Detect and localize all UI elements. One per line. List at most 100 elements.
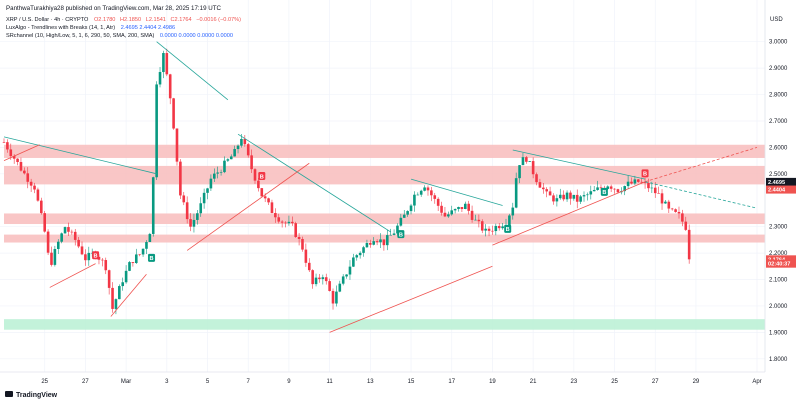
candle-body (487, 228, 491, 231)
candle-body (674, 209, 677, 212)
candle-body (260, 188, 264, 197)
candle-body (53, 248, 57, 265)
candle-body (491, 230, 494, 232)
ohlc-open: O2.1780 (94, 17, 115, 23)
candle-body (206, 188, 209, 193)
candle-body (616, 189, 620, 193)
candle-body (128, 262, 131, 271)
sr-zone (4, 213, 765, 225)
candle-body (23, 170, 26, 174)
price-tick-label: 2.1000 (769, 278, 788, 284)
trendline (3, 136, 157, 175)
candle-body (311, 270, 314, 285)
price-tick-label: 2.5000 (769, 172, 788, 178)
sr-zones (4, 144, 765, 330)
indicator-values: 2.4695 2.4404 2.4986 (121, 25, 175, 31)
candle-body (653, 187, 657, 194)
candle-body (43, 213, 47, 232)
candle-body (185, 202, 189, 220)
candle-body (406, 211, 409, 215)
candle-body (26, 173, 30, 182)
candle-body (365, 243, 369, 248)
candle-body (223, 160, 226, 173)
trendline (492, 181, 646, 246)
signal-label: B (150, 256, 154, 262)
signal-badge (504, 224, 512, 233)
candle-body (19, 162, 23, 171)
time-tick-label: 25 (611, 379, 618, 385)
candle-body (246, 144, 250, 156)
candle-body (494, 225, 498, 232)
candle-body (372, 241, 376, 245)
candle-body (379, 239, 382, 243)
candle-body (508, 215, 511, 226)
candle-body (168, 74, 172, 99)
signal-badge (397, 230, 405, 239)
tradingview-logo-icon (5, 391, 13, 397)
candle-body (535, 174, 538, 183)
candle-body (681, 213, 684, 222)
time-tick-label: 19 (489, 379, 496, 385)
publisher-line: PanthwaTurakhiya28 published on TradingV… (6, 5, 221, 12)
candle-body (341, 276, 345, 284)
candle-body (447, 214, 450, 217)
indicator-srchannel[interactable]: SRchannel (10, High/Low, 5, 1, 6, 290, 5… (6, 33, 233, 39)
candle-body (219, 172, 223, 173)
candle-body (121, 282, 125, 287)
signal-badge (600, 187, 608, 196)
indicator-label: SRchannel (10, High/Low, 5, 1, 6, 290, 5… (6, 33, 154, 39)
candle-body (358, 252, 362, 256)
candle-body (463, 203, 467, 210)
indicator-luxalgo[interactable]: LuxAlgo - Trendlines with Breaks (14, 1,… (6, 25, 175, 31)
candle-body (63, 227, 67, 234)
signal-label: B (399, 232, 403, 238)
price-tick-label: 2.2000 (769, 251, 788, 257)
ohlc-low: L2.1541 (146, 17, 166, 23)
candle-body (2, 142, 6, 143)
price-tick-label: 2.7000 (769, 119, 788, 125)
signal-label: B (94, 254, 98, 260)
candle-body (664, 201, 667, 204)
sr-zone (4, 165, 765, 185)
time-tick-label: Apr (752, 379, 761, 385)
candle-body (307, 262, 311, 271)
chart-header: PanthwaTurakhiya28 published on TradingV… (6, 5, 241, 39)
candle-body (426, 187, 430, 191)
candle-body (118, 286, 121, 300)
candle-body (528, 161, 532, 162)
trendline (237, 133, 391, 233)
candle-body (158, 72, 162, 85)
candle-body (33, 185, 36, 190)
signal-labels: B B B B B B B (92, 169, 649, 262)
candle-body (521, 157, 525, 166)
time-tick-label: 11 (327, 379, 334, 385)
candle-body (172, 98, 175, 129)
candle-body (484, 228, 487, 231)
candle-body (209, 178, 213, 189)
candle-body (633, 179, 637, 184)
time-axis[interactable]: 25 27 Mar 3 5 7 9 11 13 15 17 19 21 23 25 27 29 Apr (41, 379, 761, 385)
candle-body (389, 234, 392, 236)
candle-body (582, 195, 586, 197)
candle-body (70, 231, 74, 233)
candle-body (514, 178, 518, 208)
candle-body (67, 227, 70, 232)
candle-body (569, 192, 572, 199)
trendline (410, 178, 503, 206)
price-axis[interactable]: 3.0000 2.9000 2.8000 2.7000 2.6000 2.5000 2.30… (769, 40, 788, 363)
candle-body (301, 238, 304, 250)
currency-label: USD (770, 17, 783, 23)
trendline (3, 144, 40, 161)
candle-body (348, 266, 352, 275)
trendline-projection (644, 147, 758, 183)
candle-body (212, 173, 216, 179)
trendline (329, 265, 493, 333)
candle-body (9, 149, 13, 157)
candle-body (636, 179, 640, 182)
candle-body (233, 149, 236, 157)
candle-body (596, 187, 599, 190)
candle-body (375, 241, 379, 243)
candle-body (321, 277, 325, 280)
